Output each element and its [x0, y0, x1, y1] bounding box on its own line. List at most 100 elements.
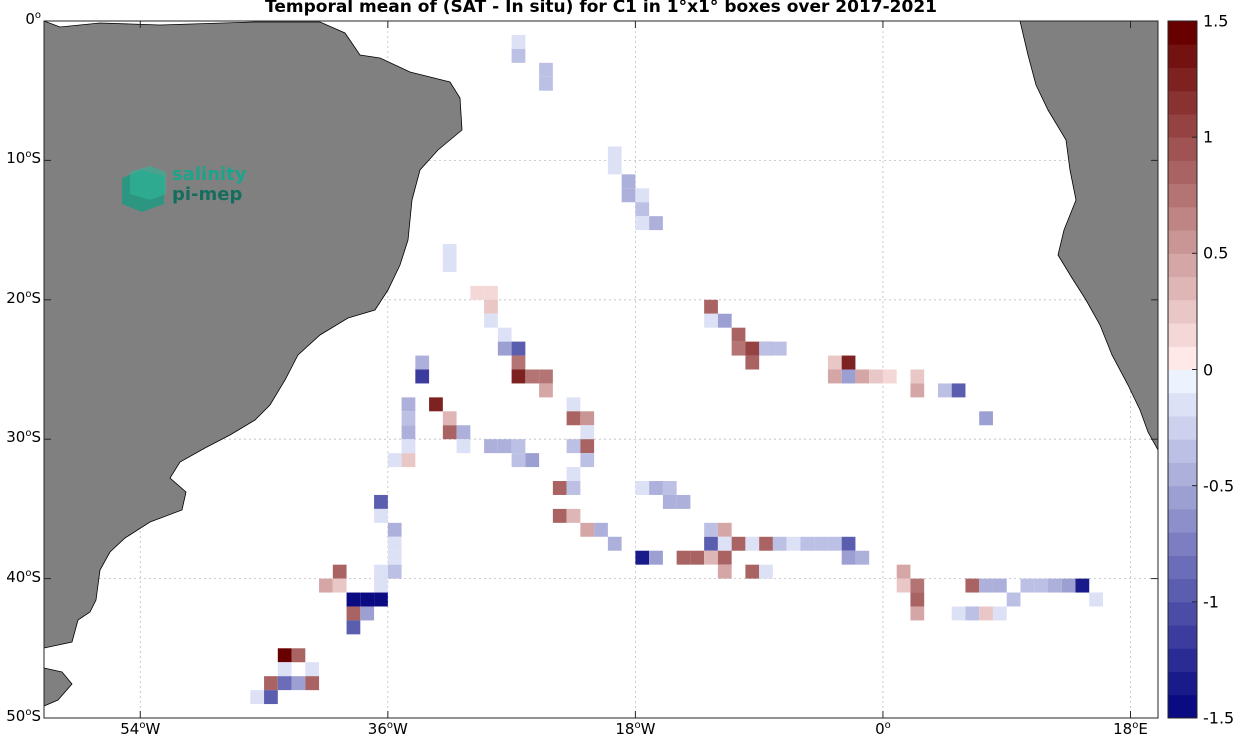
- colorbar-step: [1168, 508, 1197, 533]
- colorbar-step: [1168, 276, 1197, 301]
- data-cell: [1020, 578, 1035, 593]
- data-cell: [511, 369, 526, 384]
- data-cell: [497, 341, 512, 356]
- data-cell: [580, 439, 595, 454]
- data-cell: [649, 481, 663, 495]
- data-cell: [635, 216, 650, 231]
- data-cell: [387, 453, 402, 468]
- data-cell: [566, 397, 581, 412]
- data-cell: [951, 606, 966, 621]
- data-cell: [566, 439, 581, 454]
- data-cell: [717, 564, 732, 579]
- data-cell: [332, 578, 347, 593]
- colorbar-label: -1.5: [1203, 708, 1235, 728]
- y-tick-label: 0o: [25, 10, 41, 28]
- data-cell: [484, 313, 498, 328]
- data-cell: [580, 425, 595, 440]
- data-cell: [277, 648, 292, 663]
- data-cell: [1034, 578, 1048, 593]
- colorbar-step: [1168, 625, 1197, 649]
- data-cell: [979, 578, 993, 593]
- colorbar-label: 1.5: [1203, 11, 1229, 31]
- data-cell: [566, 481, 581, 495]
- data-cell: [896, 578, 911, 593]
- data-cell: [305, 662, 320, 677]
- colorbar-label: -1: [1203, 592, 1219, 612]
- data-cell: [415, 369, 430, 384]
- data-cell: [374, 578, 388, 593]
- data-cell: [401, 453, 416, 468]
- data-cell: [827, 536, 842, 551]
- colorbar-step: [1168, 137, 1197, 161]
- data-cell: [511, 48, 526, 63]
- data-cell: [374, 592, 388, 607]
- data-cell: [841, 536, 856, 551]
- data-cell: [635, 188, 650, 203]
- data-cell: [704, 522, 718, 537]
- data-cell: [277, 662, 292, 677]
- data-cell: [621, 188, 636, 203]
- data-cell: [717, 550, 732, 565]
- data-cell: [607, 536, 622, 551]
- data-cell: [1089, 592, 1103, 607]
- data-cell: [649, 216, 663, 231]
- data-cell: [745, 341, 760, 356]
- colorbar-label: 0: [1203, 360, 1214, 379]
- data-cell: [511, 34, 526, 49]
- data-cell: [346, 606, 361, 621]
- data-cell: [786, 536, 801, 551]
- data-cell: [442, 257, 457, 272]
- data-cell: [910, 606, 925, 621]
- data-cell: [374, 564, 388, 579]
- data-cell: [1047, 578, 1062, 593]
- data-cell: [704, 299, 718, 314]
- data-cell: [607, 160, 622, 175]
- colorbar-step: [1168, 648, 1197, 673]
- colorbar-step: [1168, 532, 1197, 556]
- data-cell: [442, 244, 457, 258]
- colorbar-step: [1168, 671, 1197, 696]
- data-cell: [387, 522, 402, 537]
- data-cell: [910, 369, 925, 384]
- colorbar-step: [1168, 253, 1197, 278]
- data-cell: [484, 299, 498, 314]
- colorbar-step: [1168, 601, 1197, 626]
- colorbar-step: [1168, 392, 1197, 417]
- logo-line-1: salinity: [172, 164, 247, 185]
- data-cell: [401, 397, 416, 412]
- data-cell: [456, 439, 471, 454]
- data-cell: [731, 327, 746, 342]
- data-cell: [497, 439, 512, 454]
- data-cell: [841, 355, 856, 370]
- colorbar-label: 0.5: [1203, 243, 1229, 263]
- data-cell: [401, 411, 416, 426]
- data-cell: [401, 425, 416, 440]
- data-cell: [979, 411, 993, 426]
- colorbar-step: [1168, 90, 1197, 115]
- data-cell: [525, 453, 540, 468]
- data-cell: [827, 355, 842, 370]
- colorbar-step: [1168, 346, 1197, 370]
- data-cell: [319, 578, 333, 593]
- data-cell: [745, 564, 760, 579]
- data-cell: [291, 648, 306, 663]
- data-cell: [827, 369, 842, 384]
- figure-title: Temporal mean of (SAT - In situ) for C1 …: [265, 0, 937, 17]
- colorbar-step: [1168, 113, 1197, 138]
- data-cell: [374, 494, 388, 509]
- colorbar-step: [1168, 160, 1197, 185]
- data-cell: [607, 146, 622, 161]
- data-cell: [346, 620, 361, 635]
- data-cell: [676, 494, 691, 509]
- data-cell: [580, 411, 595, 426]
- data-cell: [305, 676, 320, 691]
- data-cell: [662, 481, 677, 495]
- data-cell: [910, 592, 925, 607]
- data-cell: [511, 341, 526, 356]
- data-cell: [772, 536, 787, 551]
- x-tick-label: 36oW: [367, 720, 408, 738]
- data-cell: [346, 592, 361, 607]
- y-tick-label: 10oS: [6, 149, 41, 168]
- colorbar-step: [1168, 230, 1197, 254]
- colorbar-step: [1168, 415, 1197, 440]
